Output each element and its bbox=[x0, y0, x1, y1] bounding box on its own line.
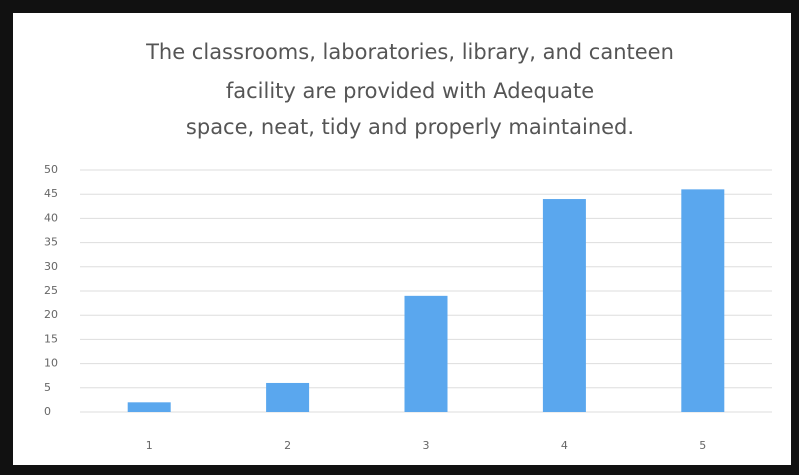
x-tick-label: 5 bbox=[699, 439, 706, 452]
bar bbox=[681, 189, 725, 412]
chart-title: The classrooms, laboratories, library, a… bbox=[145, 40, 674, 64]
y-tick-label: 15 bbox=[44, 332, 58, 345]
y-tick-label: 50 bbox=[44, 163, 58, 176]
y-tick-label: 10 bbox=[44, 357, 58, 370]
y-tick-label: 25 bbox=[44, 284, 58, 297]
chart-title: space, neat, tidy and properly maintaine… bbox=[186, 115, 634, 139]
bar bbox=[127, 402, 171, 412]
y-tick-label: 45 bbox=[44, 187, 58, 200]
x-tick-label: 4 bbox=[561, 439, 568, 452]
bar bbox=[404, 295, 448, 412]
x-tick-label: 1 bbox=[146, 439, 153, 452]
chart-background bbox=[13, 13, 791, 465]
y-tick-label: 35 bbox=[44, 236, 58, 249]
bar bbox=[266, 382, 310, 412]
y-tick-label: 5 bbox=[44, 381, 51, 394]
x-tick-label: 2 bbox=[284, 439, 291, 452]
y-tick-label: 40 bbox=[44, 211, 58, 224]
y-tick-label: 20 bbox=[44, 308, 58, 321]
x-tick-label: 3 bbox=[423, 439, 430, 452]
chart-title: facility are provided with Adequate bbox=[226, 79, 594, 103]
bar bbox=[542, 199, 586, 412]
y-tick-label: 0 bbox=[44, 405, 51, 418]
y-tick-label: 30 bbox=[44, 260, 58, 273]
